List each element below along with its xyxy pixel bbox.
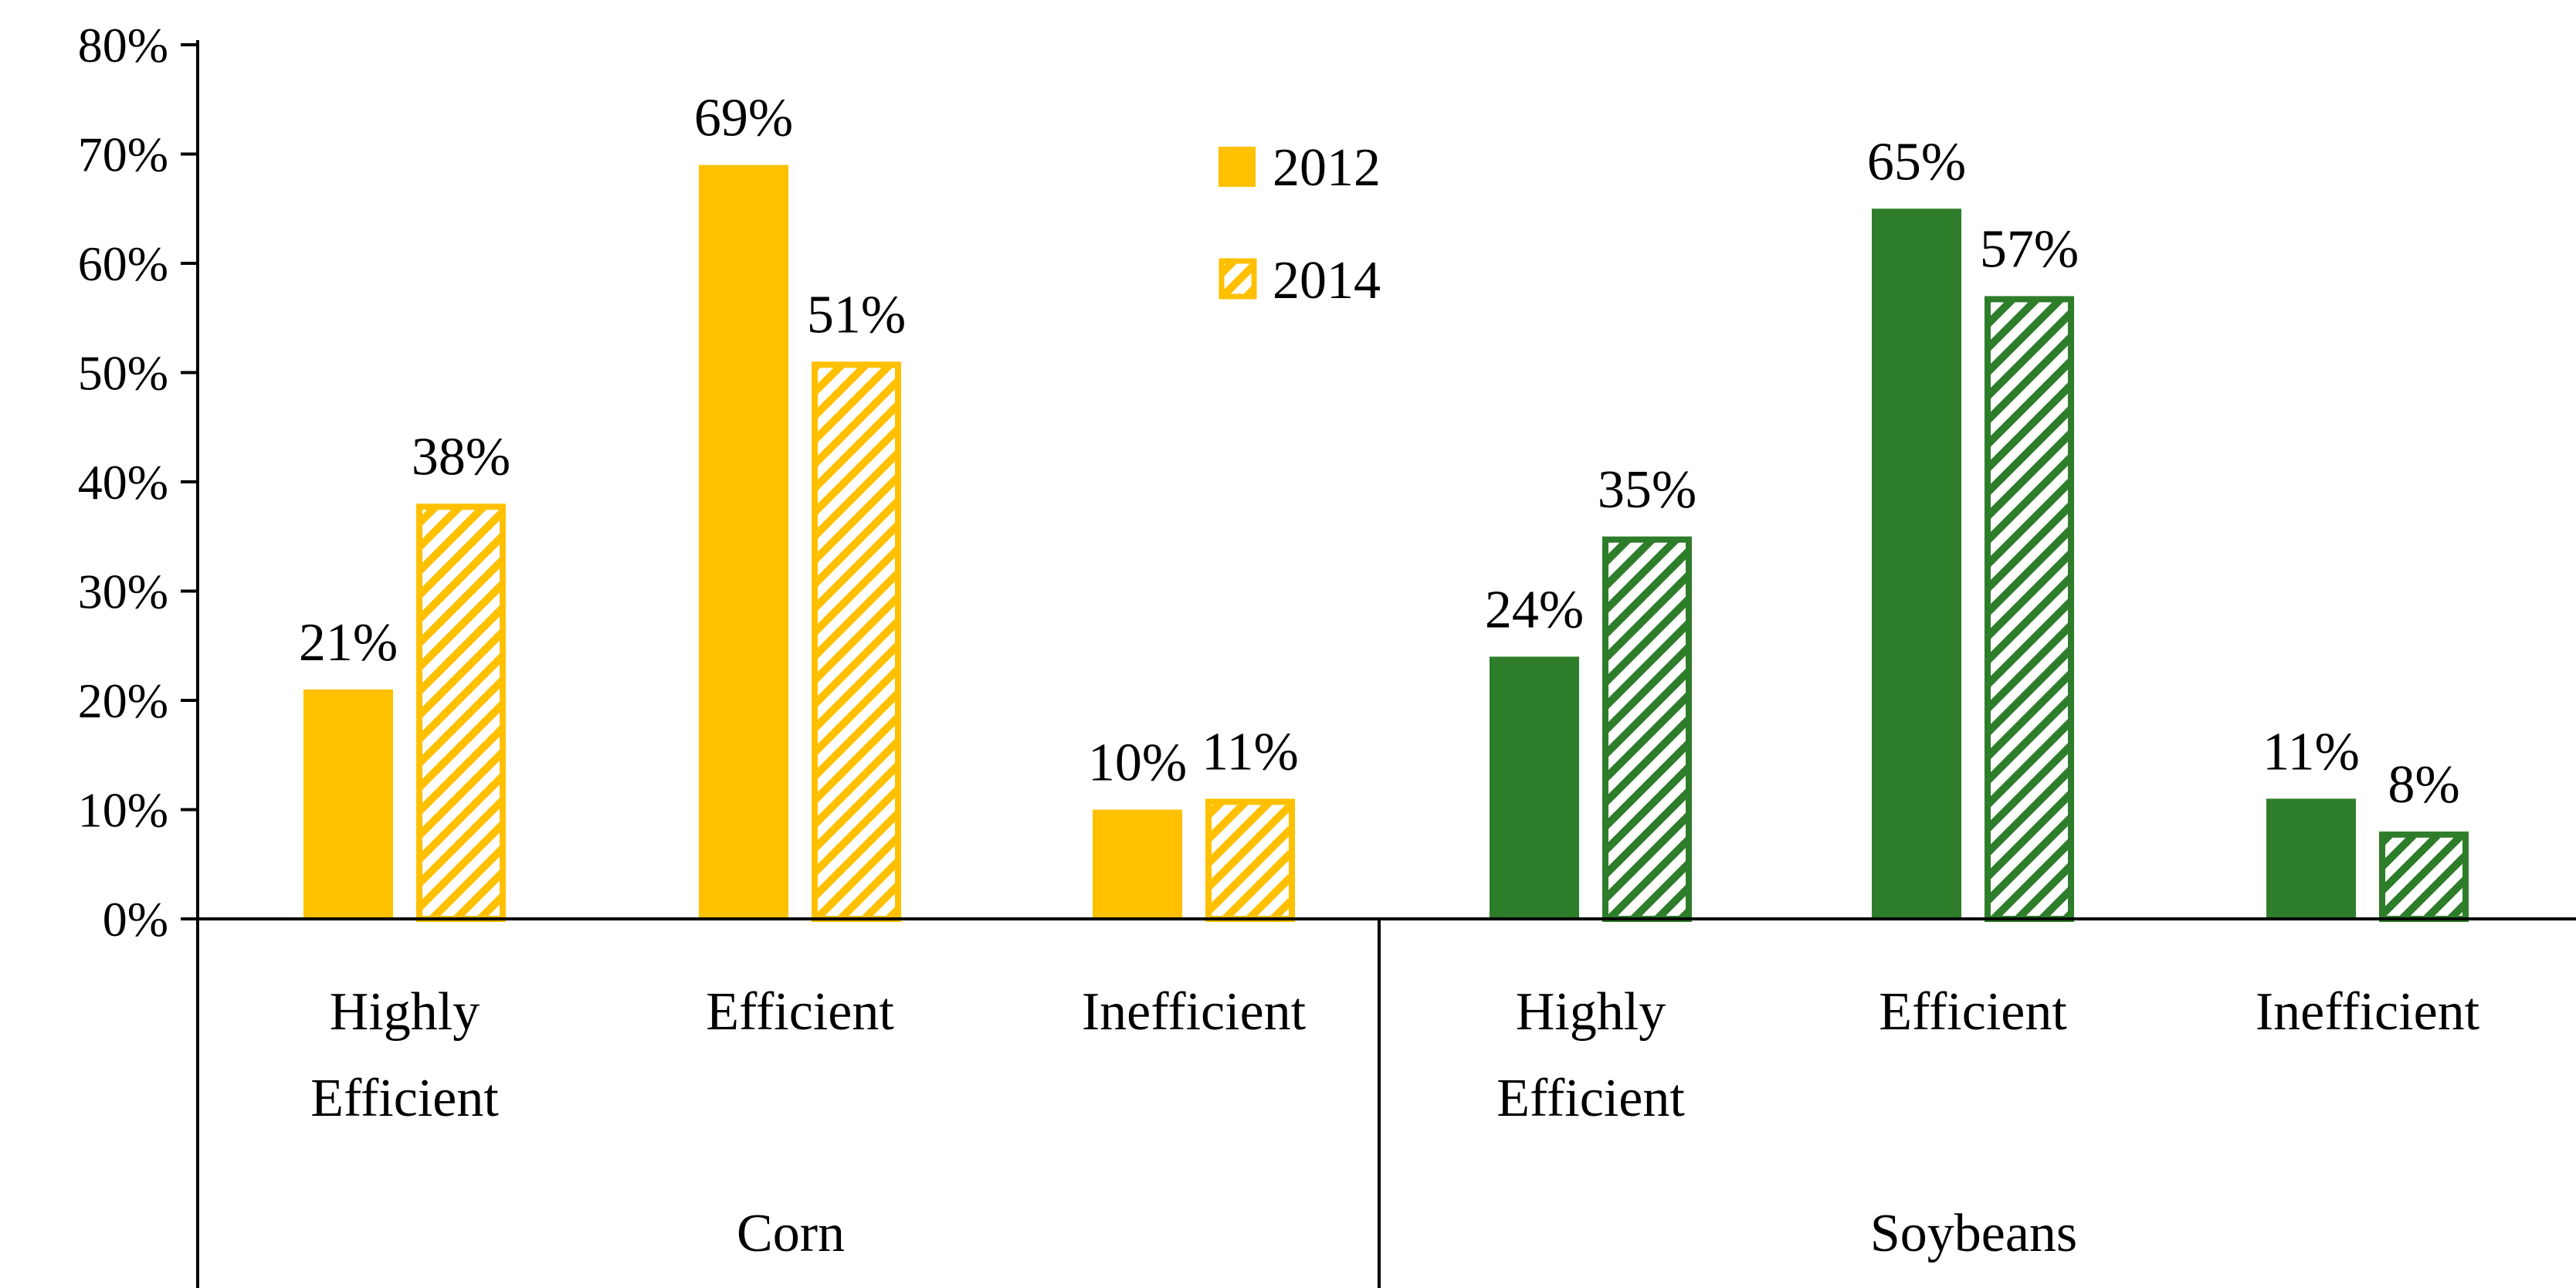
bar-corn-2012 (303, 689, 393, 919)
legend-label: 2012 (1273, 138, 1381, 198)
bar-soybeans-2012 (2266, 798, 2356, 919)
category-label: Efficient (1496, 1069, 1685, 1128)
y-tick-label: 0% (103, 892, 168, 947)
data-label: 35% (1598, 460, 1696, 520)
category-label: Efficient (310, 1069, 499, 1128)
y-tick-label: 50% (78, 346, 168, 401)
bar-corn-2012 (699, 164, 788, 919)
y-tick-label: 20% (78, 673, 168, 728)
data-label: 51% (807, 285, 906, 344)
data-label: 21% (299, 613, 398, 673)
y-tick-label: 60% (78, 236, 168, 291)
data-label: 11% (2262, 722, 2360, 781)
data-label: 24% (1485, 580, 1584, 639)
y-tick-label: 10% (78, 783, 168, 838)
category-label: Inefficient (2256, 982, 2480, 1042)
data-label: 69% (694, 89, 793, 148)
legend-swatch-2012 (1219, 147, 1256, 187)
data-label: 10% (1088, 734, 1187, 793)
data-label: 11% (1202, 722, 1299, 781)
group-label-soybeans: Soybeans (1870, 1204, 2077, 1263)
y-tick-label: 70% (78, 127, 168, 182)
bar-soybeans-2012 (1490, 656, 1579, 919)
bar-corn-2014 (1205, 798, 1295, 922)
data-label: 38% (412, 427, 510, 486)
legend-label: 2014 (1273, 251, 1381, 310)
bar-soybeans-2014 (1602, 536, 1692, 922)
category-label: Highly (1516, 982, 1666, 1042)
y-tick-label: 40% (78, 455, 168, 510)
bar-corn-2014 (812, 361, 901, 923)
category-label: Efficient (1879, 982, 2067, 1042)
data-label: 57% (1980, 219, 2079, 279)
bar-soybeans-2014 (1985, 296, 2074, 922)
category-label: Highly (330, 982, 480, 1042)
bar-corn-2012 (1093, 809, 1182, 919)
bar-soybeans-2014 (2379, 831, 2469, 923)
legend-swatch-2014 (1219, 258, 1257, 300)
y-tick-label: 80% (78, 18, 168, 73)
y-tick-label: 30% (78, 564, 168, 619)
bar-soybeans-2012 (1872, 208, 1961, 919)
data-label: 8% (2388, 755, 2459, 815)
category-label: Efficient (706, 982, 894, 1042)
category-label: Inefficient (1082, 982, 1307, 1042)
data-label: 65% (1867, 132, 1966, 192)
bar-corn-2014 (416, 503, 506, 922)
group-label-corn: Corn (737, 1204, 845, 1263)
